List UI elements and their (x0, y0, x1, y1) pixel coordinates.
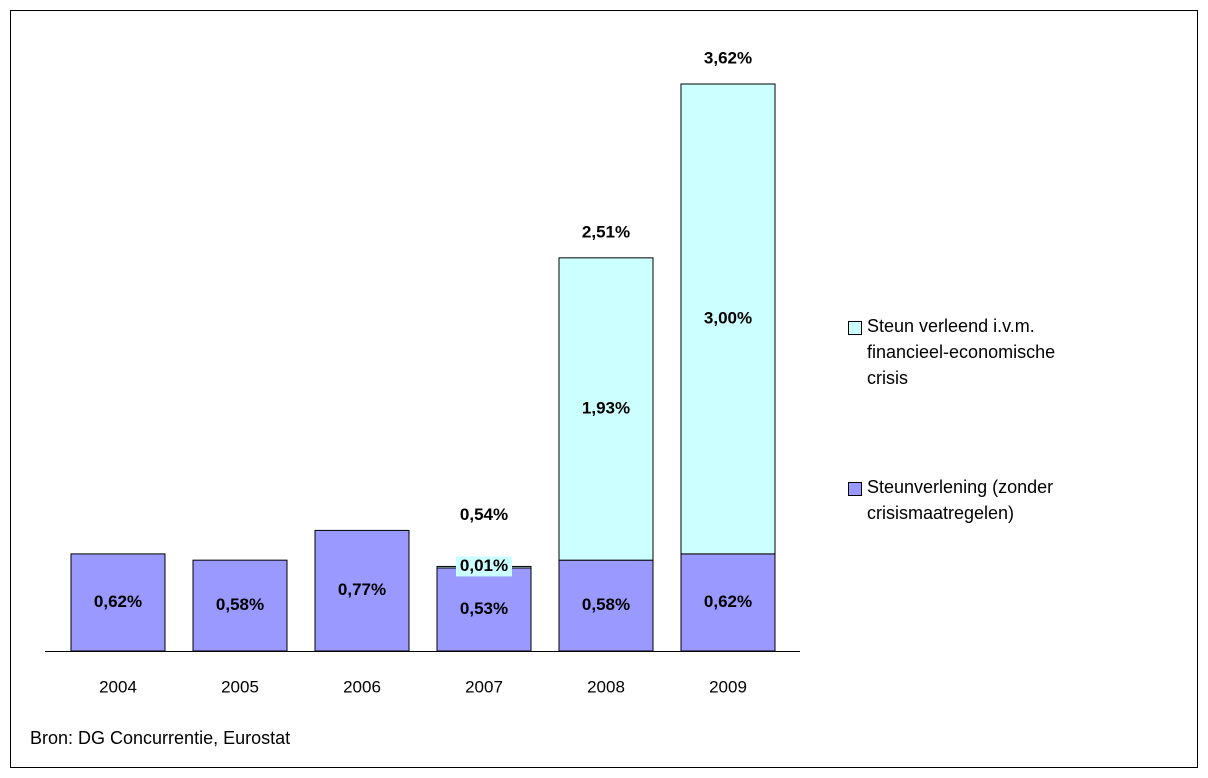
data-label: 0,53% (460, 599, 508, 618)
legend-swatch (848, 482, 862, 496)
total-label: 0,54% (460, 505, 508, 524)
bar-segment (314, 529, 410, 652)
x-tick-label: 2004 (99, 677, 137, 696)
data-label: 0,62% (704, 592, 752, 611)
legend-swatch (848, 321, 862, 335)
total-label: 3,62% (704, 48, 752, 67)
data-label: 0,58% (582, 595, 630, 614)
bar-segment (680, 83, 776, 555)
data-label: 3,00% (704, 308, 752, 327)
legend-label: Steun verleend i.v.m. financieel-economi… (867, 316, 1056, 388)
bar-segment (192, 559, 288, 652)
data-label: 0,01% (460, 556, 508, 575)
x-tick-label: 2007 (465, 677, 503, 696)
total-label: 2,51% (582, 222, 630, 241)
data-label: 0,62% (94, 592, 142, 611)
bar-segment (70, 553, 166, 652)
x-tick-label: 2005 (221, 677, 259, 696)
data-label: 0,58% (216, 595, 264, 614)
x-tick-label: 2006 (343, 677, 381, 696)
bar-segment (680, 553, 776, 652)
x-tick-label: 2008 (587, 677, 625, 696)
x-tick-label: 2009 (709, 677, 747, 696)
bar-segment (436, 567, 532, 652)
bar-segment (558, 257, 654, 561)
data-label: 0,77% (338, 580, 386, 599)
data-label: 1,93% (582, 398, 630, 417)
legend-label: Steunverlening (zonder crisismaatregelen… (867, 477, 1054, 523)
frame (10, 10, 1198, 768)
bar-segment (558, 559, 654, 652)
label-background (456, 556, 512, 577)
source: Bron: DG Concurrentie, Eurostat (30, 728, 291, 748)
